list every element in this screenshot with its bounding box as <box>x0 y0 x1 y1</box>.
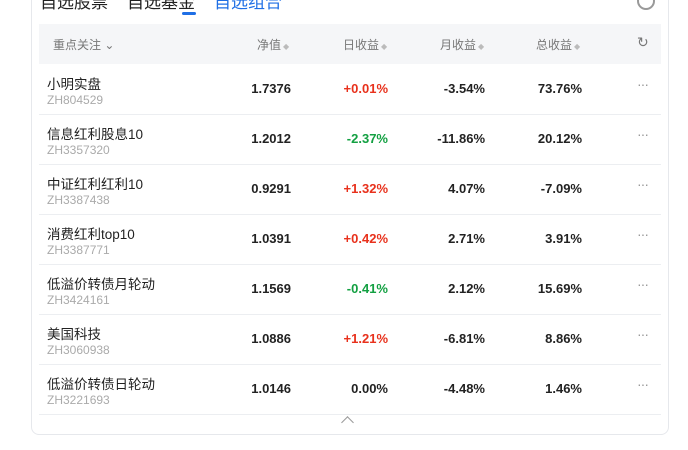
tab-funds[interactable]: 自选基金 <box>127 0 195 12</box>
portfolio-code: ZH3357320 <box>47 143 110 157</box>
total-return: 8.86% <box>545 331 582 346</box>
total-return: 3.91% <box>545 231 582 246</box>
daily-return: +1.32% <box>343 181 388 196</box>
total-return: -7.09% <box>540 181 582 196</box>
table-row[interactable]: 小明实盘 ZH804529 1.7376 +0.01% -3.54% 73.76… <box>39 64 661 115</box>
portfolio-card <box>31 0 669 435</box>
portfolio-name[interactable]: 低溢价转债月轮动 <box>47 277 155 292</box>
more-options-icon[interactable]: ··· <box>637 126 649 142</box>
group-filter-dropdown[interactable]: 重点关注 ⌄ <box>53 38 115 52</box>
nav-value: 1.0146 <box>251 381 291 396</box>
portfolio-code: ZH3221693 <box>47 393 110 407</box>
portfolio-code: ZH804529 <box>47 93 104 107</box>
daily-return: +0.01% <box>343 81 388 96</box>
monthly-return: 2.12% <box>448 281 485 296</box>
monthly-return: 4.07% <box>448 181 485 196</box>
sort-monthly[interactable]: 月收益 ◆ <box>440 38 485 52</box>
monthly-return: -6.81% <box>443 331 485 346</box>
portfolio-code: ZH3387771 <box>47 243 110 257</box>
nav-value: 1.0391 <box>251 231 291 246</box>
portfolio-code: ZH3424161 <box>47 293 110 307</box>
more-options-icon[interactable]: ··· <box>637 76 649 92</box>
sort-icon: ◆ <box>381 42 388 51</box>
nav-value: 0.9291 <box>251 181 291 196</box>
portfolio-name[interactable]: 低溢价转债日轮动 <box>47 377 155 392</box>
daily-return: +1.21% <box>343 331 388 346</box>
table-row[interactable]: 中证红利红利10 ZH3387438 0.9291 +1.32% 4.07% -… <box>39 164 661 215</box>
portfolio-code: ZH3387438 <box>47 193 110 207</box>
portfolio-name[interactable]: 中证红利红利10 <box>47 177 144 192</box>
sort-daily[interactable]: 日收益 ◆ <box>343 38 388 52</box>
nav-value: 1.2012 <box>251 131 291 146</box>
nav-value: 1.0886 <box>251 331 291 346</box>
portfolio-name[interactable]: 小明实盘 <box>47 77 101 92</box>
daily-return: +0.42% <box>343 231 388 246</box>
chevron-down-icon: ⌄ <box>104 38 115 52</box>
more-options-icon[interactable]: ··· <box>637 276 649 292</box>
table-header: 重点关注 ⌄ 净值 ◆ 日收益 ◆ 月收益 ◆ 总收益 ◆ ↻ <box>39 24 661 64</box>
total-return: 20.12% <box>537 131 582 146</box>
sort-icon: ◆ <box>283 42 290 51</box>
tab-portfolios[interactable]: 自选组合 <box>214 0 282 12</box>
daily-return: 0.00% <box>351 381 388 396</box>
nav-value: 1.7376 <box>251 81 291 96</box>
more-options-icon[interactable]: ··· <box>637 326 649 342</box>
monthly-return: -11.86% <box>437 131 485 146</box>
table-row[interactable]: 信息红利股息10 ZH3357320 1.2012 -2.37% -11.86%… <box>39 114 661 165</box>
sort-icon: ◆ <box>478 42 485 51</box>
table-row[interactable]: 低溢价转债日轮动 ZH3221693 1.0146 0.00% -4.48% 1… <box>39 364 661 415</box>
daily-return: -2.37% <box>346 131 388 146</box>
tab-stocks[interactable]: 自选股票 <box>40 0 108 12</box>
table-row[interactable]: 消费红利top10 ZH3387771 1.0391 +0.42% 2.71% … <box>39 214 661 265</box>
total-return: 15.69% <box>537 281 582 296</box>
sort-icon: ◆ <box>574 42 581 51</box>
portfolio-name[interactable]: 信息红利股息10 <box>47 127 144 142</box>
more-options-icon[interactable]: ··· <box>637 176 649 192</box>
portfolio-code: ZH3060938 <box>47 343 110 357</box>
daily-return: -0.41% <box>346 281 388 296</box>
monthly-return: -3.54% <box>443 81 485 96</box>
table-row[interactable]: 美国科技 ZH3060938 1.0886 +1.21% -6.81% 8.86… <box>39 314 661 365</box>
portfolio-name[interactable]: 美国科技 <box>47 327 101 342</box>
total-return: 1.46% <box>545 381 582 396</box>
total-return: 73.76% <box>537 81 582 96</box>
more-options-icon[interactable]: ··· <box>637 226 649 242</box>
more-options-icon[interactable]: ··· <box>637 376 649 392</box>
portfolio-name[interactable]: 消费红利top10 <box>47 227 135 242</box>
refresh-icon[interactable]: ↻ <box>637 34 649 50</box>
nav-value: 1.1569 <box>251 281 291 296</box>
sort-total[interactable]: 总收益 ◆ <box>536 38 581 52</box>
monthly-return: -4.48% <box>443 381 485 396</box>
monthly-return: 2.71% <box>448 231 485 246</box>
table-row[interactable]: 低溢价转债月轮动 ZH3424161 1.1569 -0.41% 2.12% 1… <box>39 264 661 315</box>
sort-nav[interactable]: 净值 ◆ <box>257 38 290 52</box>
active-tab-indicator <box>182 12 196 15</box>
settings-icon[interactable] <box>637 0 655 10</box>
